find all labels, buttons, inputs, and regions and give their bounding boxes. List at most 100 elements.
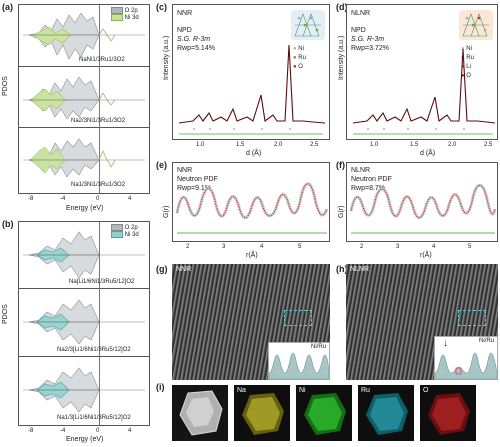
panel-d-frame: NLNR NPD S.G. R-3m Rwp=3.72% ● Ni ● Ru ●… (346, 4, 498, 140)
panel-c-title: NNR (177, 10, 193, 17)
panel-e-pdf (175, 182, 329, 234)
panel-c-xlabel: d (Å) (246, 150, 262, 157)
panel-e-info: NNR Neutron PDF Rwp=9.1% (177, 166, 218, 193)
crystal-structure-diagram (459, 10, 493, 40)
panel-h-intensity-profile: Ni/Ru ↓ (434, 336, 498, 380)
panel-g-title: NNR (176, 266, 192, 273)
panel-d-method: NPD (351, 27, 366, 34)
panel-f-rwp: Rwp=8.7% (351, 185, 386, 192)
panel-a-xtick: -4 (60, 196, 66, 202)
panel-d-xlabel: d (Å) (420, 150, 436, 157)
panel-f-xtick: 4 (432, 244, 436, 250)
panel-a-ylabel: PDOS (2, 76, 9, 96)
panel-h-title: NLNR (350, 266, 370, 273)
panel-f-frame: NLNR Neutron PDF Rwp=8.7% (346, 162, 498, 242)
panel-h-inset-label: Ni/Ru (478, 338, 494, 344)
panel-e-xtick: 2 (186, 244, 190, 250)
panel-e-xlabel: r(Å) (246, 252, 258, 259)
panel-b-sub2-label: Na2/3[Li1/6Ni1/3Ru5/12]O2 (57, 347, 131, 353)
panel-a-xlabel: Energy (eV) (66, 205, 104, 212)
legend-o: O (466, 73, 471, 79)
panel-f-title: NLNR (351, 167, 371, 174)
panel-e-title: NNR (177, 167, 193, 174)
panel-a-frame: O 2p Ni 3d NaNi1/3Ru1/3O2 Na2/3Ni1/3Ru1/… (18, 4, 150, 194)
panel-d-ylabel: Intensity (a.u.) (338, 35, 345, 80)
panel-a-legend: O 2p Ni 3d (111, 7, 139, 21)
panel-a-xtick: -8 (28, 196, 34, 202)
dot-icon: ● (461, 64, 465, 70)
legend-o2p: O 2p (124, 8, 138, 15)
legend-swatch-ni3d (111, 231, 123, 239)
panel-a-label: (a) (2, 2, 13, 12)
panel-e-xtick: 4 (260, 244, 264, 250)
eds-map-ni: Ni (296, 385, 352, 441)
panel-a-plot (23, 12, 145, 178)
eds-map-o: O (420, 385, 476, 441)
panel-c-pattern (178, 44, 326, 135)
panel-d-info: NLNR NPD S.G. R-3m Rwp=3.72% (351, 9, 389, 53)
panel-e-label: (e) (156, 160, 167, 170)
panel-c-xtick: 2.0 (274, 142, 283, 148)
eds-map-label: Ru (361, 387, 370, 394)
panel-b-label: (b) (2, 219, 14, 229)
divider (19, 66, 149, 67)
panel-d-pattern (352, 48, 496, 135)
eds-map-label: Ni (299, 387, 306, 394)
panel-e-xtick: 3 (222, 244, 226, 250)
panel-i-label: (i) (156, 382, 165, 392)
panel-d-rwp: Rwp=3.72% (351, 45, 389, 52)
panel-e-frame: NNR Neutron PDF Rwp=9.1% (172, 162, 330, 242)
panel-b-xtick: -4 (60, 428, 66, 434)
panel-h-stem-image: NLNR Ni/Ru ↓ (346, 264, 498, 380)
selection-box (284, 310, 312, 326)
eds-map-ru: Ru (358, 385, 414, 441)
panel-f-xtick: 2 (360, 244, 364, 250)
panel-h-label: (h) (336, 264, 348, 274)
panel-g-stem-image: NNR Ni/Ru (172, 264, 330, 380)
panel-c-xtick: 2.5 (310, 142, 319, 148)
arrow-down-icon: ↓ (443, 338, 448, 349)
panel-a-xtick: 0 (96, 196, 100, 202)
panel-a-sub1-label: NaNi1/3Ru1/3O2 (79, 57, 125, 63)
panel-d-title: NLNR (351, 10, 371, 17)
panel-b-plot (23, 231, 145, 413)
panel-c-method: NPD (177, 27, 192, 34)
fermi-line (99, 222, 100, 425)
panel-c-rwp: Rwp=5.14% (177, 45, 215, 52)
panel-b-sub1-label: Na[Li1/6Ni1/3Ru5/12]O2 (69, 279, 135, 285)
panel-d-xtick: 2.5 (484, 142, 493, 148)
panel-c-frame: NNR NPD S.G. R-3m Rwp=5.14% ● Ni ● Ru ● … (172, 4, 330, 140)
legend-ni3d: Ni 3d (124, 232, 139, 239)
panel-b-ylabel: PDOS (2, 304, 9, 324)
panel-f-xlabel: r(Å) (420, 252, 432, 259)
crystal-structure-diagram (291, 10, 325, 40)
dot-icon: ● (461, 73, 465, 79)
panel-c-xtick: 1.0 (196, 142, 205, 148)
panel-f-ylabel: G(r) (338, 205, 345, 218)
divider (19, 127, 149, 128)
panel-d-label: (d) (336, 2, 348, 12)
legend-ni: Ni (298, 46, 304, 52)
panel-b-xlabel: Energy (eV) (66, 436, 104, 443)
panel-c-label: (c) (156, 2, 167, 12)
panel-c-legend: ● Ni ● Ru ● O (293, 45, 306, 72)
panel-g-label: (g) (156, 264, 168, 274)
panel-f-xtick: 5 (468, 244, 472, 250)
panel-g-inset-label: Ni/Ru (310, 344, 326, 350)
panel-f-method: Neutron PDF (351, 176, 392, 183)
panel-c-info: NNR NPD S.G. R-3m Rwp=5.14% (177, 9, 215, 53)
divider (19, 356, 149, 357)
panel-a-xtick: 4 (128, 196, 132, 202)
selection-box (458, 310, 486, 326)
panel-f-xtick: 3 (396, 244, 400, 250)
panel-c-ylabel: Intensity (a.u.) (163, 35, 170, 80)
panel-d-xtick: 1.5 (410, 142, 419, 148)
panel-a-sub2-label: Na2/3Ni1/3Ru1/3O2 (71, 118, 126, 124)
legend-swatch-o2p (111, 7, 123, 14)
panel-f-label: (f) (336, 160, 345, 170)
legend-li: Li (466, 64, 471, 70)
panel-e-ylabel: G(r) (163, 205, 170, 218)
eds-map-image (172, 385, 228, 441)
legend-ru: Ru (466, 55, 474, 61)
panel-f-pdf (349, 183, 497, 234)
